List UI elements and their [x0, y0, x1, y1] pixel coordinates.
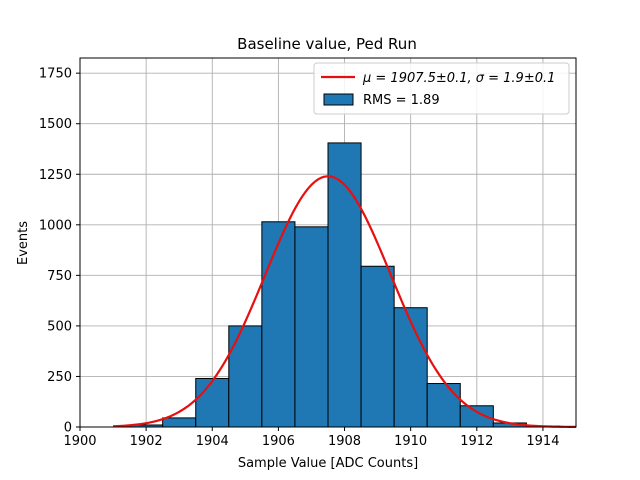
- x-tick-label-3: 1906: [262, 434, 295, 449]
- legend: μ = 1907.5±0.1, σ = 1.9±0.1 RMS = 1.89: [313, 62, 570, 115]
- legend-hist-label: RMS = 1.89: [363, 93, 440, 108]
- legend-fit-label-sigma: σ = 1.9±0.1: [476, 71, 556, 86]
- x-tick-label-2: 1904: [196, 434, 229, 449]
- x-axis-label: Sample Value [ADC Counts]: [238, 456, 418, 471]
- y-tick-label-5: 1250: [39, 168, 72, 183]
- gaussian-fit-curve: [113, 175, 577, 428]
- y-axis-ticks: 0 250 500 750 1000 1250 1500 1750: [39, 67, 80, 436]
- x-tick-label-1: 1902: [130, 434, 163, 449]
- legend-fit-label-mu: μ = 1907.5±0.1,: [362, 71, 476, 86]
- histogram-bar-8: [393, 307, 428, 428]
- y-tick-label-1: 250: [47, 370, 72, 385]
- y-tick-label-4: 1000: [39, 218, 72, 233]
- chart-title: Baseline value, Ped Run: [237, 35, 417, 53]
- histogram-bar-7: [360, 265, 395, 428]
- histogram-bar-1: [162, 417, 197, 428]
- y-axis-label: Events: [16, 221, 31, 265]
- histogram-bar-3: [228, 325, 263, 428]
- histogram-bar-9: [426, 383, 461, 428]
- x-tick-label-6: 1912: [460, 434, 493, 449]
- y-tick-label-6: 1500: [39, 117, 72, 132]
- y-tick-label-7: 1750: [39, 67, 72, 82]
- histogram-bar-5: [294, 226, 329, 428]
- histogram-bar-2: [195, 377, 230, 428]
- x-tick-label-7: 1914: [526, 434, 559, 449]
- histogram-bar-4: [261, 221, 296, 428]
- y-tick-label-3: 750: [47, 269, 72, 284]
- legend-hist-swatch: [323, 93, 354, 106]
- x-axis-ticks: 1900 1902 1904 1906 1908 1910 1912 1914: [63, 427, 559, 449]
- y-tick-label-2: 500: [47, 319, 72, 334]
- x-tick-label-5: 1910: [394, 434, 427, 449]
- plot-frame: [79, 57, 577, 428]
- y-tick-label-0: 0: [64, 421, 72, 436]
- legend-box: [313, 62, 570, 115]
- x-tick-label-0: 1900: [63, 434, 96, 449]
- x-tick-label-4: 1908: [328, 434, 361, 449]
- histogram-bars: [129, 142, 560, 428]
- legend-fit-label: μ = 1907.5±0.1, σ = 1.9±0.1: [362, 71, 555, 86]
